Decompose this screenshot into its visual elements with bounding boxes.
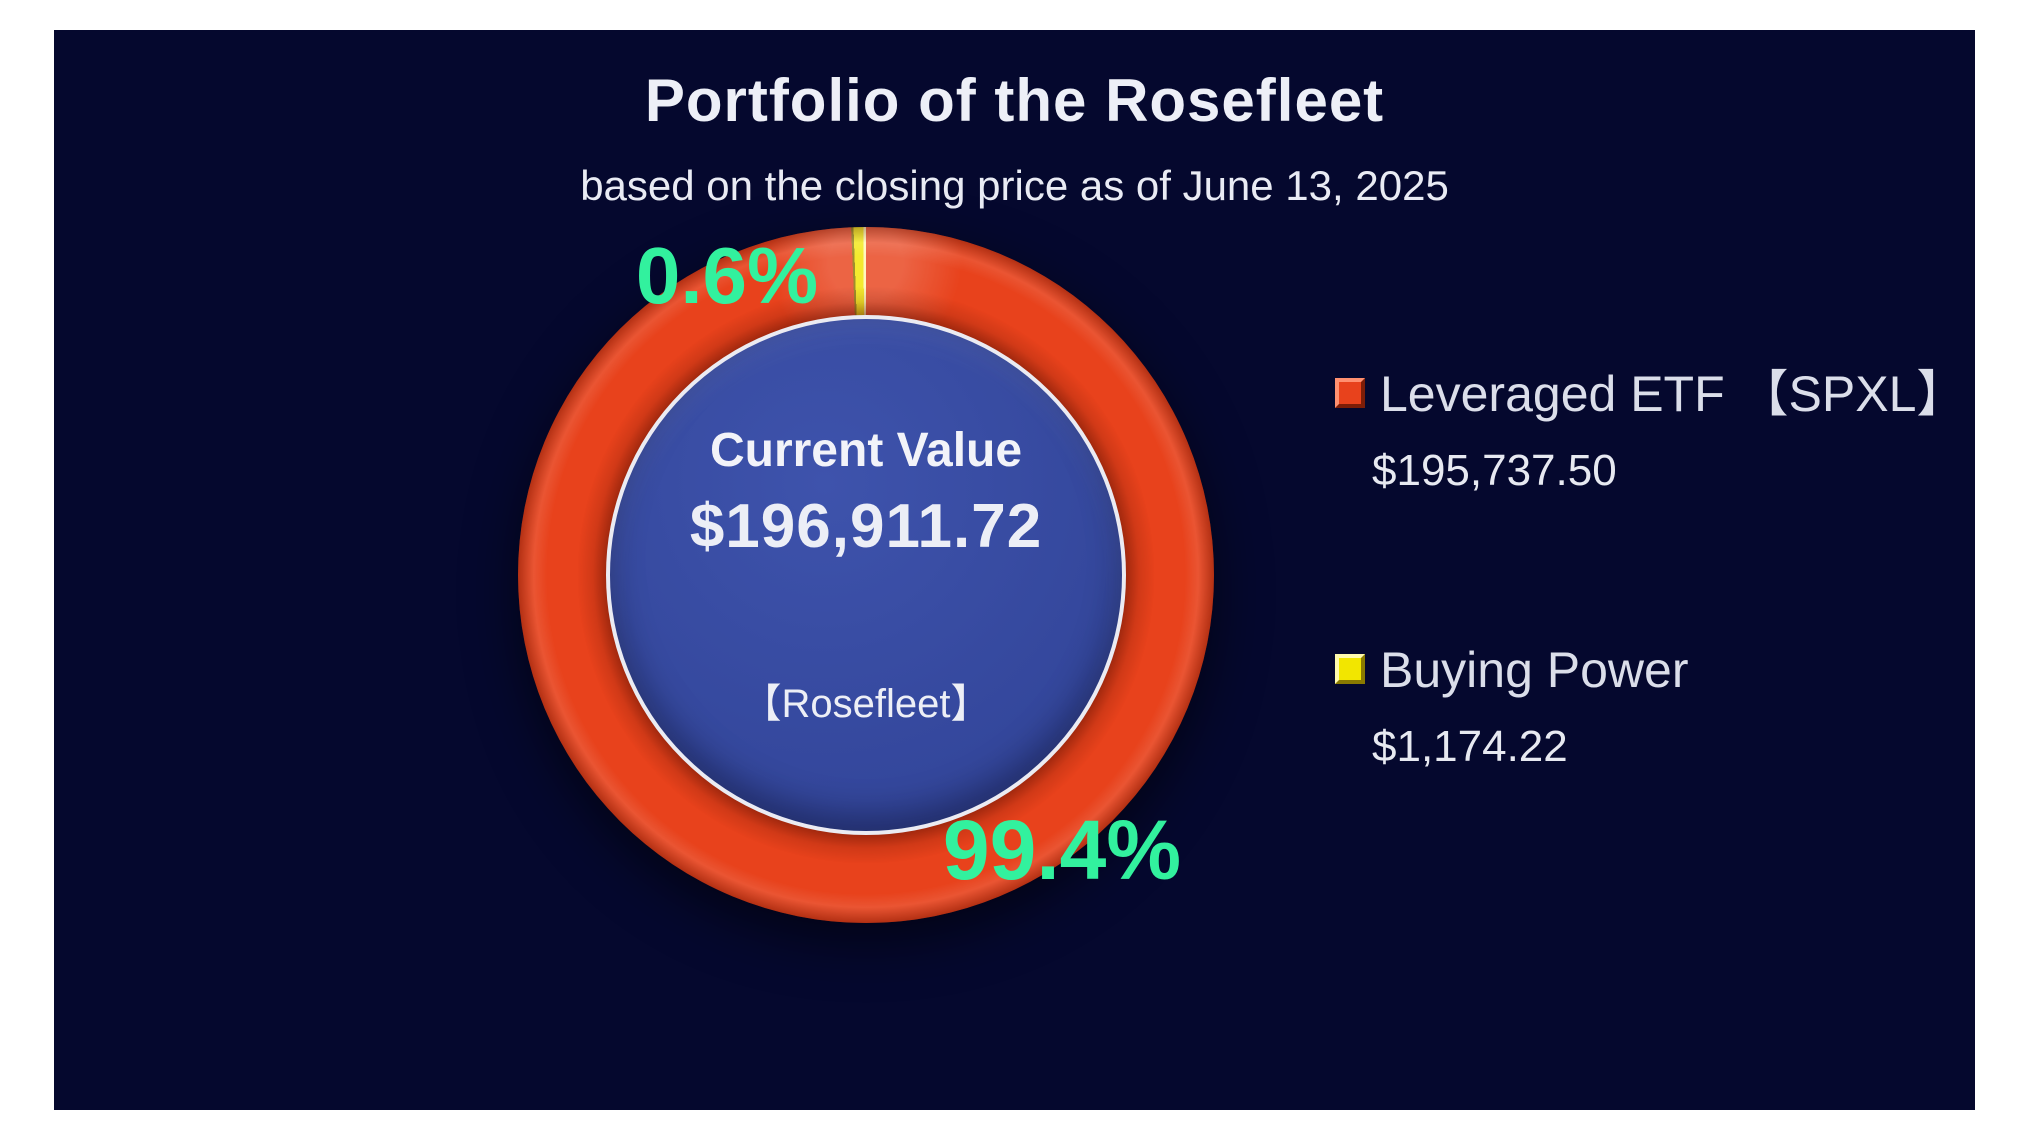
percent-label-buying-power: 0.6% xyxy=(635,231,819,320)
donut-center-circle: Current Value $196,911.72 【Rosefleet】 xyxy=(606,315,1126,835)
center-caption: Current Value xyxy=(709,424,1023,477)
chart-subtitle: based on the closing price as of June 13… xyxy=(580,162,1449,209)
percent-label-leveraged-etf: 99.4% xyxy=(942,803,1182,897)
legend-head: Buying Power xyxy=(1335,642,1955,698)
legend-item-buying-power: Buying Power $1,174.22 xyxy=(1335,642,1955,772)
center-owner: 【Rosefleet】 xyxy=(741,682,991,726)
legend-swatch-red-icon xyxy=(1335,378,1365,408)
legend-label-leveraged-etf: Leveraged ETF 【SPXL】 xyxy=(1380,366,1967,422)
legend-item-leveraged-etf: Leveraged ETF 【SPXL】 $195,737.50 xyxy=(1335,366,1967,496)
legend-swatch-yellow-icon xyxy=(1335,654,1365,684)
legend-head: Leveraged ETF 【SPXL】 xyxy=(1335,366,1967,422)
chart-title: Portfolio of the Rosefleet xyxy=(644,67,1385,134)
legend-label-buying-power: Buying Power xyxy=(1380,642,1689,698)
slide-panel: Portfolio of the Rosefleet based on the … xyxy=(54,30,1975,1110)
legend-value-buying-power: $1,174.22 xyxy=(1372,722,1568,771)
legend-value-leveraged-etf: $195,737.50 xyxy=(1372,446,1617,495)
center-amount: $196,911.72 xyxy=(689,492,1043,561)
